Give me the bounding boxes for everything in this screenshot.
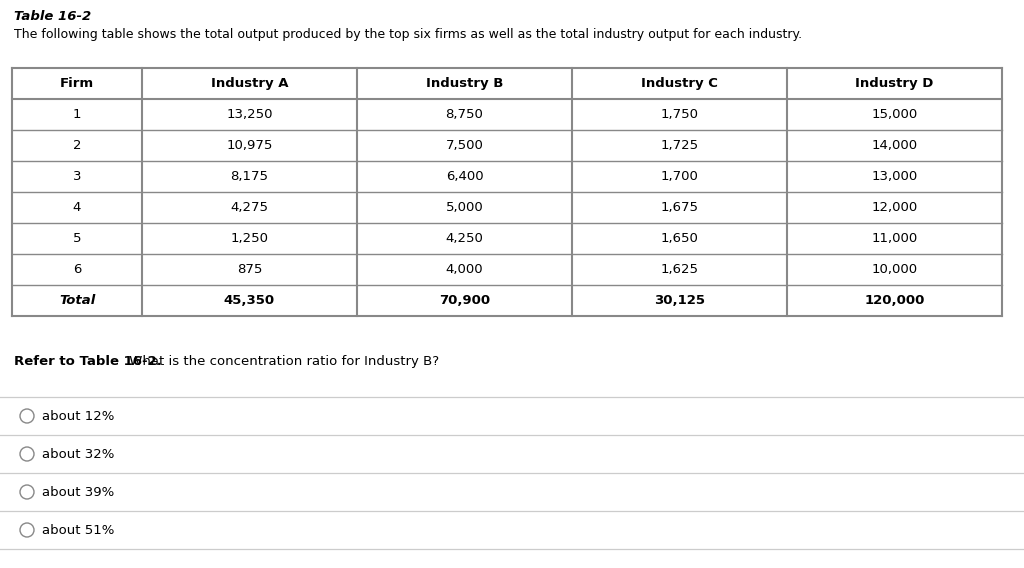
Text: Industry D: Industry D xyxy=(855,77,934,90)
Text: 4,250: 4,250 xyxy=(445,232,483,245)
Text: about 39%: about 39% xyxy=(42,486,115,499)
Text: 1,250: 1,250 xyxy=(230,232,268,245)
Text: 6,400: 6,400 xyxy=(445,170,483,183)
Text: 1,725: 1,725 xyxy=(660,139,698,152)
Text: 120,000: 120,000 xyxy=(864,294,925,307)
Text: 4,000: 4,000 xyxy=(445,263,483,276)
Text: Refer to Table 16-2.: Refer to Table 16-2. xyxy=(14,355,162,368)
Text: Industry C: Industry C xyxy=(641,77,718,90)
Text: 45,350: 45,350 xyxy=(224,294,275,307)
Text: Table 16-2: Table 16-2 xyxy=(14,10,91,23)
Text: 1: 1 xyxy=(73,108,81,121)
Text: 30,125: 30,125 xyxy=(654,294,705,307)
Text: 15,000: 15,000 xyxy=(871,108,918,121)
Text: 4,275: 4,275 xyxy=(230,201,268,214)
Text: Industry B: Industry B xyxy=(426,77,503,90)
Text: 7,500: 7,500 xyxy=(445,139,483,152)
Text: 12,000: 12,000 xyxy=(871,201,918,214)
Text: about 12%: about 12% xyxy=(42,410,115,423)
Text: 1,650: 1,650 xyxy=(660,232,698,245)
Text: 11,000: 11,000 xyxy=(871,232,918,245)
Text: 1,750: 1,750 xyxy=(660,108,698,121)
Text: 13,250: 13,250 xyxy=(226,108,272,121)
Text: Total: Total xyxy=(58,294,95,307)
Text: 70,900: 70,900 xyxy=(439,294,490,307)
Text: The following table shows the total output produced by the top six firms as well: The following table shows the total outp… xyxy=(14,28,802,41)
Text: 14,000: 14,000 xyxy=(871,139,918,152)
Text: 1,625: 1,625 xyxy=(660,263,698,276)
Text: 6: 6 xyxy=(73,263,81,276)
Text: 3: 3 xyxy=(73,170,81,183)
Text: What is the concentration ratio for Industry B?: What is the concentration ratio for Indu… xyxy=(125,355,439,368)
Text: 4: 4 xyxy=(73,201,81,214)
Text: Industry A: Industry A xyxy=(211,77,288,90)
Text: 10,975: 10,975 xyxy=(226,139,272,152)
Text: 1,675: 1,675 xyxy=(660,201,698,214)
Text: 8,175: 8,175 xyxy=(230,170,268,183)
Text: about 51%: about 51% xyxy=(42,524,115,537)
Text: 2: 2 xyxy=(73,139,81,152)
Text: 5,000: 5,000 xyxy=(445,201,483,214)
Text: Firm: Firm xyxy=(60,77,94,90)
Text: 10,000: 10,000 xyxy=(871,263,918,276)
Text: 13,000: 13,000 xyxy=(871,170,918,183)
Text: 1,700: 1,700 xyxy=(660,170,698,183)
Text: 8,750: 8,750 xyxy=(445,108,483,121)
Text: 5: 5 xyxy=(73,232,81,245)
Text: about 32%: about 32% xyxy=(42,448,115,461)
Text: 875: 875 xyxy=(237,263,262,276)
